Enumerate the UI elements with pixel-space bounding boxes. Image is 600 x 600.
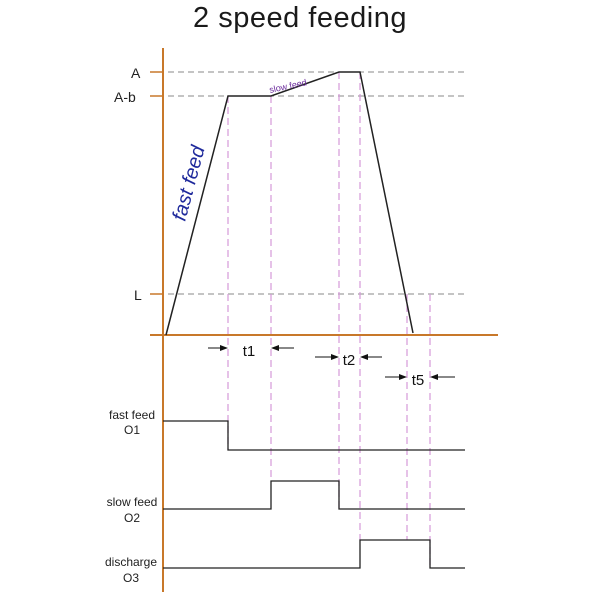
t2-left-arrowhead bbox=[331, 354, 339, 360]
signal-o2-waveform bbox=[163, 480, 465, 510]
signal-o2-name: slow feed bbox=[107, 495, 158, 509]
level-l-label: L bbox=[134, 287, 142, 303]
t5-left-arrowhead bbox=[399, 374, 407, 380]
signal-o1-waveform bbox=[163, 420, 465, 451]
signal-o1-name: fast feed bbox=[109, 408, 155, 422]
signal-o3-waveform bbox=[163, 539, 465, 569]
t2-right-arrowhead bbox=[360, 354, 368, 360]
slow-feed-curve-label: slow feed bbox=[268, 77, 307, 95]
signal-o1-code: O1 bbox=[124, 423, 140, 437]
level-a-minus-b-label: A-b bbox=[114, 89, 136, 105]
signal-o3-code: O3 bbox=[123, 571, 139, 585]
signal-o2-code: O2 bbox=[124, 511, 140, 525]
signal-o3-name: discharge bbox=[105, 555, 157, 569]
t5-right-arrowhead bbox=[430, 374, 438, 380]
feeding-curve bbox=[165, 71, 414, 336]
t2-label: t2 bbox=[343, 352, 356, 369]
level-a-label: A bbox=[131, 65, 141, 81]
fast-feed-curve-label: fast feed bbox=[169, 143, 210, 224]
t1-left-arrowhead bbox=[220, 345, 228, 351]
diagram-title: 2 speed feeding bbox=[193, 2, 407, 34]
t5-label: t5 bbox=[412, 372, 425, 389]
t1-label: t1 bbox=[243, 343, 256, 360]
t1-right-arrowhead bbox=[271, 345, 279, 351]
